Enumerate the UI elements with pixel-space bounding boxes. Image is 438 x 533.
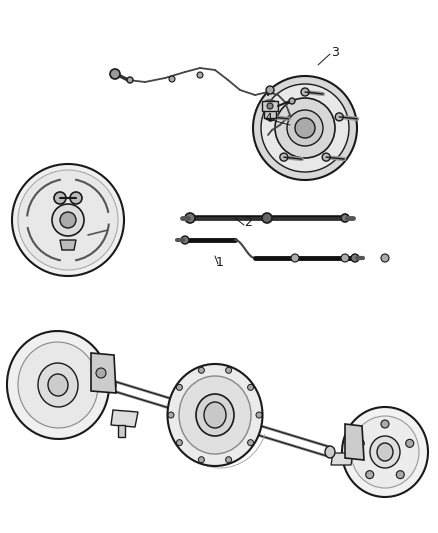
Text: 3: 3 xyxy=(331,45,339,59)
Circle shape xyxy=(52,204,84,236)
Circle shape xyxy=(356,439,364,447)
Circle shape xyxy=(291,254,299,262)
Circle shape xyxy=(247,384,254,390)
Circle shape xyxy=(287,110,323,146)
Text: 4: 4 xyxy=(264,111,272,125)
Circle shape xyxy=(18,170,118,270)
Circle shape xyxy=(185,213,195,223)
Circle shape xyxy=(351,254,359,262)
Circle shape xyxy=(177,440,182,446)
Circle shape xyxy=(12,164,124,276)
Polygon shape xyxy=(331,453,353,465)
Polygon shape xyxy=(111,410,138,427)
Circle shape xyxy=(198,457,205,463)
Circle shape xyxy=(226,457,232,463)
Circle shape xyxy=(295,118,315,138)
Polygon shape xyxy=(91,353,116,393)
Polygon shape xyxy=(262,101,278,111)
Ellipse shape xyxy=(38,363,78,407)
Ellipse shape xyxy=(179,376,251,454)
Circle shape xyxy=(54,192,66,204)
Circle shape xyxy=(267,103,273,109)
Circle shape xyxy=(280,153,288,161)
Circle shape xyxy=(406,439,414,447)
Circle shape xyxy=(266,86,274,94)
Circle shape xyxy=(381,254,389,262)
Circle shape xyxy=(366,471,374,479)
Ellipse shape xyxy=(48,374,68,396)
Circle shape xyxy=(335,113,343,121)
Circle shape xyxy=(177,384,182,390)
Circle shape xyxy=(396,471,404,479)
Circle shape xyxy=(275,98,335,158)
Text: 2: 2 xyxy=(244,215,252,229)
Ellipse shape xyxy=(7,331,109,439)
Polygon shape xyxy=(345,424,364,460)
Circle shape xyxy=(60,212,76,228)
Circle shape xyxy=(262,213,272,223)
Ellipse shape xyxy=(325,446,335,458)
Circle shape xyxy=(110,69,120,79)
Circle shape xyxy=(253,76,357,180)
Circle shape xyxy=(341,254,349,262)
Ellipse shape xyxy=(351,416,419,488)
Circle shape xyxy=(267,113,275,121)
Circle shape xyxy=(341,214,349,222)
Circle shape xyxy=(381,420,389,428)
Polygon shape xyxy=(118,425,125,437)
Polygon shape xyxy=(264,102,276,118)
Circle shape xyxy=(198,367,205,373)
Circle shape xyxy=(70,192,82,204)
Circle shape xyxy=(168,412,174,418)
Ellipse shape xyxy=(104,378,116,392)
Circle shape xyxy=(169,76,175,82)
Circle shape xyxy=(289,98,295,104)
Text: 1: 1 xyxy=(216,255,224,269)
Circle shape xyxy=(181,236,189,244)
Circle shape xyxy=(301,88,309,96)
Ellipse shape xyxy=(377,443,393,461)
Ellipse shape xyxy=(342,407,428,497)
Circle shape xyxy=(197,72,203,78)
Circle shape xyxy=(261,84,349,172)
Circle shape xyxy=(226,367,232,373)
Ellipse shape xyxy=(204,402,226,428)
Ellipse shape xyxy=(167,364,262,466)
Polygon shape xyxy=(60,240,76,250)
Ellipse shape xyxy=(370,436,400,468)
Circle shape xyxy=(96,368,106,378)
Circle shape xyxy=(127,77,133,83)
Circle shape xyxy=(247,440,254,446)
Circle shape xyxy=(256,412,262,418)
Ellipse shape xyxy=(18,342,98,428)
Circle shape xyxy=(322,153,330,161)
Ellipse shape xyxy=(196,394,234,436)
